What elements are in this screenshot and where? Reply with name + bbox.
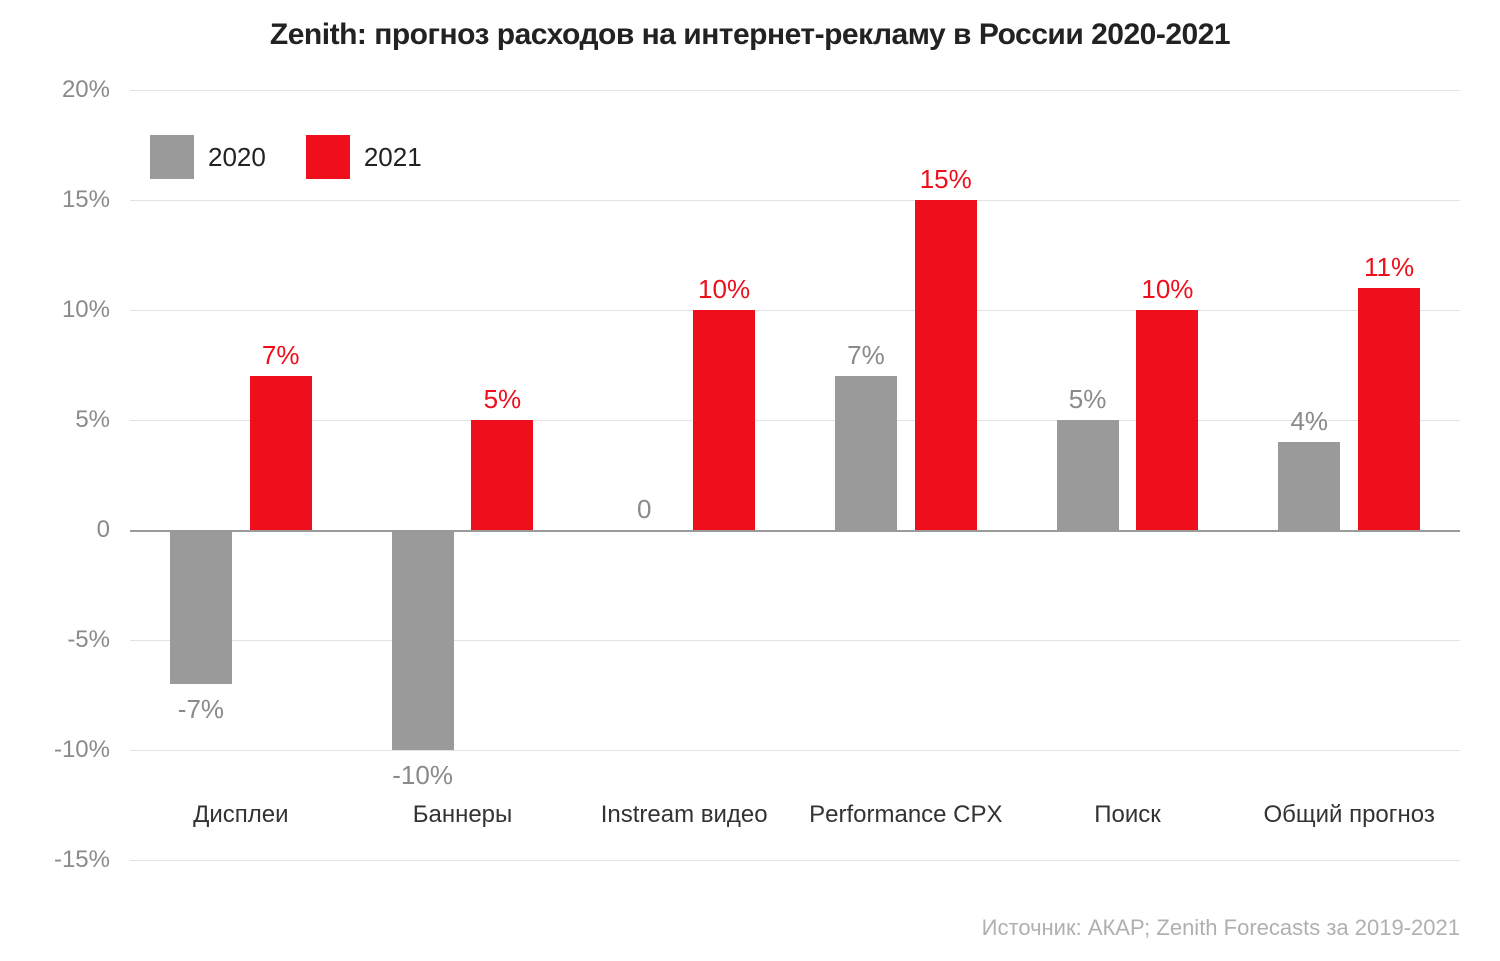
x-category-label: Дисплеи xyxy=(193,801,288,829)
bar-value-label: 5% xyxy=(1069,384,1107,415)
chart-title: Zenith: прогноз расходов на интернет-рек… xyxy=(0,18,1500,52)
bar-value-label: 10% xyxy=(698,274,750,305)
x-category-label: Instream видео xyxy=(601,801,768,829)
source-note: Источник: АКАР; Zenith Forecasts за 2019… xyxy=(982,915,1460,941)
bar xyxy=(693,310,755,530)
bar-value-label: 4% xyxy=(1290,406,1328,437)
bar xyxy=(1057,420,1119,530)
bar xyxy=(613,530,675,532)
bar xyxy=(1136,310,1198,530)
plot-area: -15%-10%-5%05%10%15%20%-7%7%Дисплеи-10%5… xyxy=(130,90,1460,860)
bar-value-label: 7% xyxy=(262,340,300,371)
gridline xyxy=(130,860,1460,861)
zero-line xyxy=(130,530,1460,532)
bar xyxy=(915,200,977,530)
chart-container: Zenith: прогноз расходов на интернет-рек… xyxy=(0,0,1500,961)
bar-value-label: 15% xyxy=(920,164,972,195)
bar-value-label: -10% xyxy=(392,760,453,791)
y-tick-label: -15% xyxy=(20,846,110,874)
legend-swatch xyxy=(306,135,350,179)
bar-value-label: 0 xyxy=(637,494,651,525)
gridline xyxy=(130,420,1460,421)
y-tick-label: -5% xyxy=(20,626,110,654)
bar xyxy=(1278,442,1340,530)
x-category-label: Общий прогноз xyxy=(1263,801,1434,829)
gridline xyxy=(130,90,1460,91)
gridline xyxy=(130,310,1460,311)
legend-label: 2020 xyxy=(208,142,266,173)
legend-item: 2021 xyxy=(306,135,422,179)
legend-swatch xyxy=(150,135,194,179)
y-tick-label: 10% xyxy=(20,296,110,324)
bar xyxy=(1358,288,1420,530)
bar-value-label: 5% xyxy=(484,384,522,415)
bar xyxy=(835,376,897,530)
x-category-label: Баннеры xyxy=(413,801,513,829)
y-tick-label: -10% xyxy=(20,736,110,764)
bar xyxy=(250,376,312,530)
gridline xyxy=(130,200,1460,201)
y-tick-label: 5% xyxy=(20,406,110,434)
legend: 2020 2021 xyxy=(150,135,422,179)
legend-label: 2021 xyxy=(364,142,422,173)
x-category-label: Поиск xyxy=(1094,801,1161,829)
gridline xyxy=(130,640,1460,641)
bar xyxy=(170,530,232,684)
bar-value-label: 7% xyxy=(847,340,885,371)
gridline xyxy=(130,750,1460,751)
x-category-label: Performance CPX xyxy=(809,801,1002,829)
bar-value-label: 10% xyxy=(1141,274,1193,305)
y-tick-label: 15% xyxy=(20,186,110,214)
bar-value-label: -7% xyxy=(178,694,224,725)
y-tick-label: 0 xyxy=(20,516,110,544)
bar xyxy=(392,530,454,750)
legend-item: 2020 xyxy=(150,135,266,179)
bar-value-label: 11% xyxy=(1364,252,1414,283)
y-tick-label: 20% xyxy=(20,76,110,104)
bar xyxy=(471,420,533,530)
